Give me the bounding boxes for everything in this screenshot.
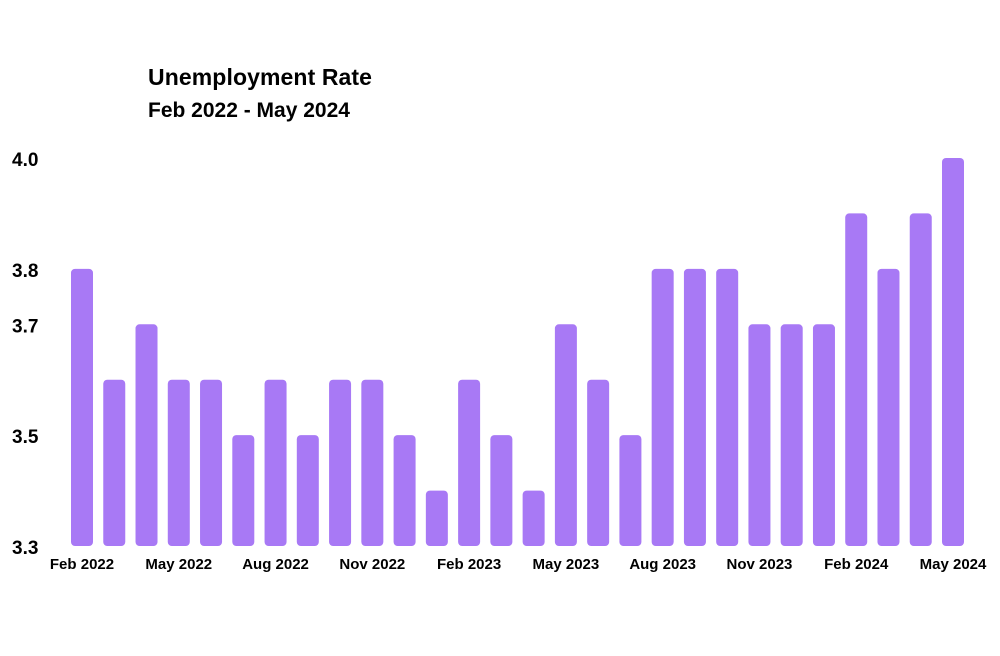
bar: [393, 435, 416, 546]
x-tick-label: May 2023: [533, 556, 600, 573]
bar: [780, 324, 803, 546]
y-tick-label: 4.0: [12, 150, 38, 171]
y-tick-label: 3.5: [12, 427, 39, 448]
bar: [200, 379, 223, 546]
bar: [232, 435, 255, 546]
chart-subtitle: Feb 2022 - May 2024: [148, 99, 350, 122]
bar: [296, 435, 319, 546]
bar: [942, 158, 964, 546]
bar: [71, 268, 93, 546]
bar: [748, 324, 771, 546]
bar: [877, 268, 900, 546]
y-tick-label: 3.8: [12, 261, 38, 282]
bar: [845, 213, 868, 546]
x-tick-label: May 2024: [920, 556, 987, 573]
bar: [103, 379, 126, 546]
bar: [425, 490, 448, 546]
bar: [135, 324, 158, 546]
bar: [522, 490, 545, 546]
bar: [264, 379, 287, 546]
bar: [361, 379, 384, 546]
bar: [909, 213, 932, 546]
x-tick-label: Nov 2023: [727, 556, 793, 573]
bar: [490, 435, 513, 546]
bar: [651, 268, 674, 546]
x-tick-label: Feb 2024: [824, 556, 889, 573]
chart-title: Unemployment Rate: [148, 64, 373, 90]
x-tick-label: May 2022: [145, 556, 212, 573]
y-tick-label: 3.7: [12, 316, 38, 337]
bar: [587, 379, 610, 546]
bar: [716, 268, 739, 546]
x-tick-label: Nov 2022: [339, 556, 405, 573]
x-tick-label: Feb 2022: [50, 556, 114, 573]
bar: [167, 379, 190, 546]
y-tick-label: 3.3: [12, 538, 38, 559]
bar: [329, 379, 352, 546]
x-tick-label: Aug 2022: [242, 556, 309, 573]
bar: [554, 324, 577, 546]
bar: [683, 268, 706, 546]
x-tick-label: Feb 2023: [437, 556, 501, 573]
bar: [619, 435, 642, 546]
x-tick-label: Aug 2023: [629, 556, 696, 573]
bar: [458, 379, 481, 546]
bar: [812, 324, 835, 546]
